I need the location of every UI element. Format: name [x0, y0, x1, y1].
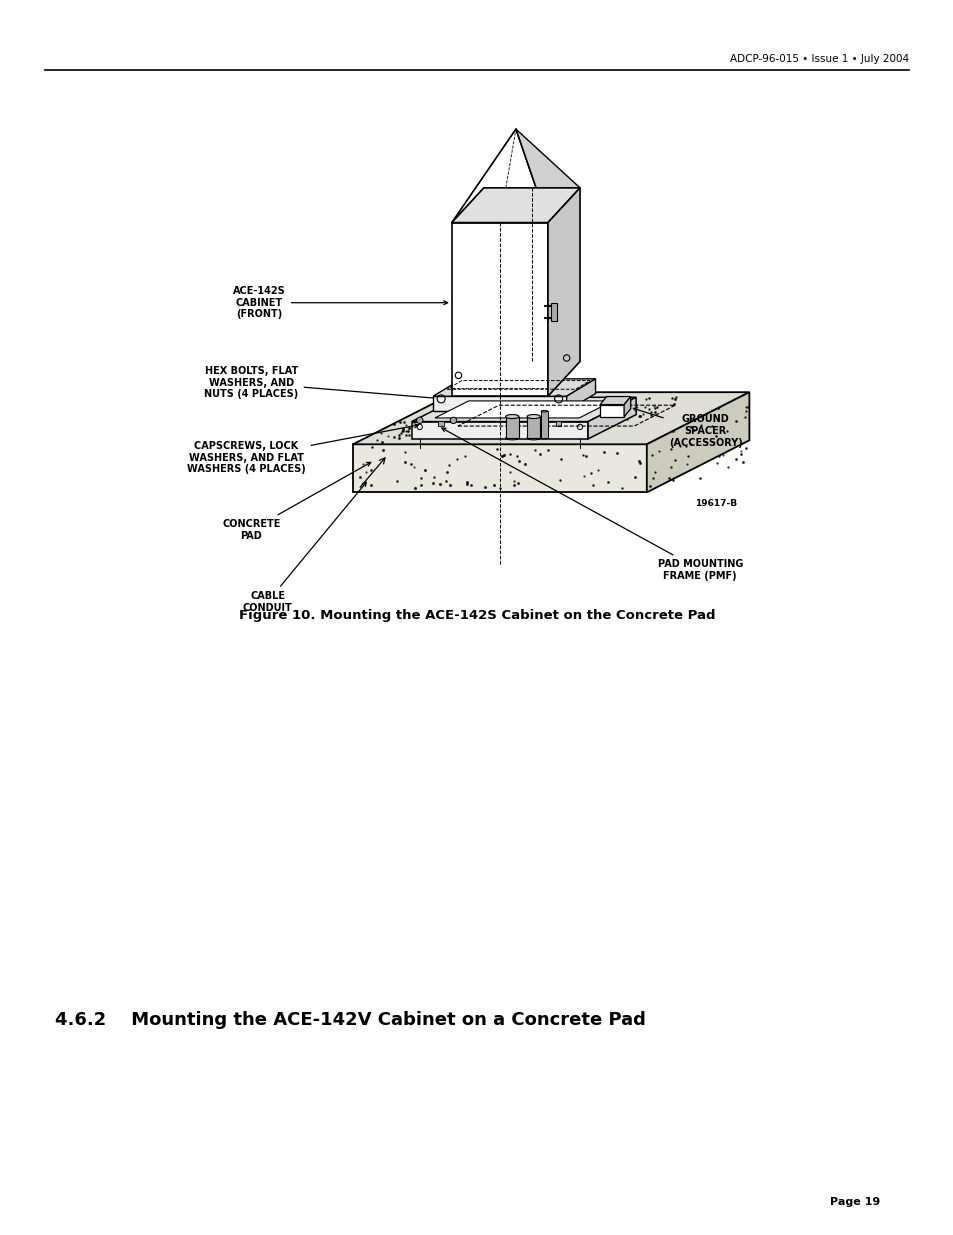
Polygon shape	[599, 405, 623, 416]
Text: PAD MOUNTING
FRAME (PMF): PAD MOUNTING FRAME (PMF)	[441, 429, 742, 580]
Text: CABLE
CONDUIT: CABLE CONDUIT	[242, 482, 366, 613]
Polygon shape	[452, 188, 579, 222]
Polygon shape	[412, 421, 587, 438]
Polygon shape	[587, 398, 636, 438]
Ellipse shape	[526, 436, 539, 440]
Polygon shape	[599, 396, 630, 405]
Text: HEX BOLTS, FLAT
WASHERS, AND
NUTS (4 PLACES): HEX BOLTS, FLAT WASHERS, AND NUTS (4 PLA…	[204, 367, 439, 400]
Polygon shape	[433, 396, 566, 411]
Polygon shape	[505, 416, 518, 438]
Polygon shape	[412, 398, 636, 421]
Circle shape	[416, 417, 422, 424]
Polygon shape	[540, 411, 547, 438]
Polygon shape	[433, 379, 595, 396]
Text: Page 19: Page 19	[829, 1197, 879, 1207]
Polygon shape	[526, 416, 539, 438]
Polygon shape	[353, 393, 749, 445]
Text: 4.6.2    Mounting the ACE-142V Cabinet on a Concrete Pad: 4.6.2 Mounting the ACE-142V Cabinet on a…	[55, 1011, 645, 1029]
Polygon shape	[435, 401, 612, 417]
Polygon shape	[547, 188, 579, 396]
Polygon shape	[516, 130, 579, 222]
Text: 19617-B: 19617-B	[694, 499, 737, 508]
Polygon shape	[353, 445, 646, 493]
Ellipse shape	[505, 415, 518, 419]
Ellipse shape	[540, 410, 547, 412]
Circle shape	[450, 417, 456, 424]
Bar	[438, 421, 443, 426]
Text: CAPSCREWS, LOCK
WASHERS, AND FLAT
WASHERS (4 PLACES): CAPSCREWS, LOCK WASHERS, AND FLAT WASHER…	[187, 424, 417, 474]
Polygon shape	[623, 396, 630, 416]
Bar	[550, 304, 557, 321]
Polygon shape	[452, 130, 547, 222]
Text: Figure 10. Mounting the ACE-142S Cabinet on the Concrete Pad: Figure 10. Mounting the ACE-142S Cabinet…	[238, 609, 715, 621]
Text: ACE-142S
CABINET
(FRONT): ACE-142S CABINET (FRONT)	[233, 287, 447, 320]
Text: GROUND
SPACER
(ACCESSORY): GROUND SPACER (ACCESSORY)	[633, 408, 741, 447]
Polygon shape	[566, 379, 595, 411]
Polygon shape	[452, 222, 547, 396]
Text: ADCP-96-015 • Issue 1 • July 2004: ADCP-96-015 • Issue 1 • July 2004	[729, 54, 908, 64]
Ellipse shape	[526, 415, 539, 419]
Polygon shape	[646, 393, 749, 493]
Ellipse shape	[505, 436, 518, 440]
Bar	[556, 421, 560, 426]
Text: CONCRETE
PAD: CONCRETE PAD	[222, 462, 371, 541]
